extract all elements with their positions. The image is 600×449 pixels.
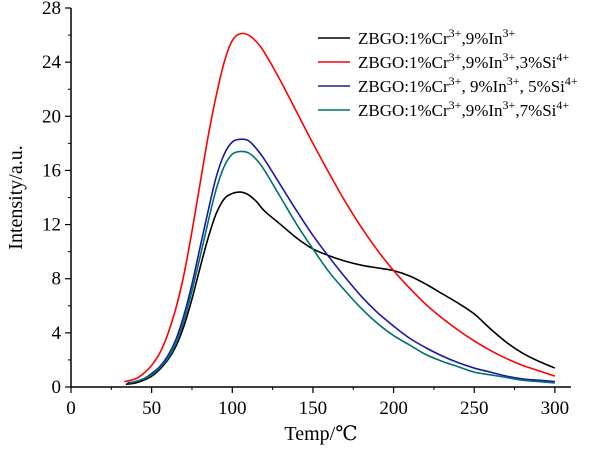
x-ticks: 0 50 100 150 200 250 300 xyxy=(66,387,569,419)
y-axis-title: Intensity/a.u. xyxy=(5,145,27,249)
series-line-4 xyxy=(128,150,555,384)
x-tick-label: 50 xyxy=(142,398,161,419)
series-line-1 xyxy=(125,191,556,386)
x-tick-label: 150 xyxy=(299,398,328,419)
legend-item-1: ZBGO:1%Cr3+,9%In3+ xyxy=(318,26,516,48)
y-tick-label: 28 xyxy=(42,0,61,19)
x-tick-label: 200 xyxy=(379,398,408,419)
series-line-3 xyxy=(127,138,555,384)
x-tick-label: 100 xyxy=(218,398,247,419)
y-tick-label: 8 xyxy=(52,269,62,290)
legend-label: ZBGO:1%Cr3+,9%In3+,7%Si4+ xyxy=(358,98,569,120)
legend-label: ZBGO:1%Cr3+,9%In3+,3%Si4+ xyxy=(358,50,569,72)
legend-label: ZBGO:1%Cr3+,9%In3+ xyxy=(358,26,516,48)
legend-item-3: ZBGO:1%Cr3+, 9%In3+, 5%Si4+ xyxy=(318,74,578,96)
y-tick-label: 16 xyxy=(42,160,61,181)
series-layer xyxy=(124,32,556,386)
x-tick-label: 250 xyxy=(460,398,489,419)
x-tick-label: 0 xyxy=(66,398,76,419)
legend-item-4: ZBGO:1%Cr3+,9%In3+,7%Si4+ xyxy=(318,98,569,120)
y-tick-label: 12 xyxy=(42,215,61,236)
y-tick-label: 24 xyxy=(42,52,62,73)
x-tick-label: 300 xyxy=(541,398,570,419)
y-tick-label: 20 xyxy=(42,106,61,127)
y-tick-label: 4 xyxy=(52,323,62,344)
y-ticks: 0 4 8 12 16 20 24 28 xyxy=(42,0,71,398)
legend: ZBGO:1%Cr3+,9%In3+ZBGO:1%Cr3+,9%In3+,3%S… xyxy=(318,26,578,120)
series-line-2 xyxy=(124,32,556,383)
legend-item-2: ZBGO:1%Cr3+,9%In3+,3%Si4+ xyxy=(318,50,569,72)
legend-label: ZBGO:1%Cr3+, 9%In3+, 5%Si4+ xyxy=(358,74,578,96)
x-axis-title: Temp/℃ xyxy=(284,423,357,445)
y-tick-label: 0 xyxy=(52,377,62,398)
